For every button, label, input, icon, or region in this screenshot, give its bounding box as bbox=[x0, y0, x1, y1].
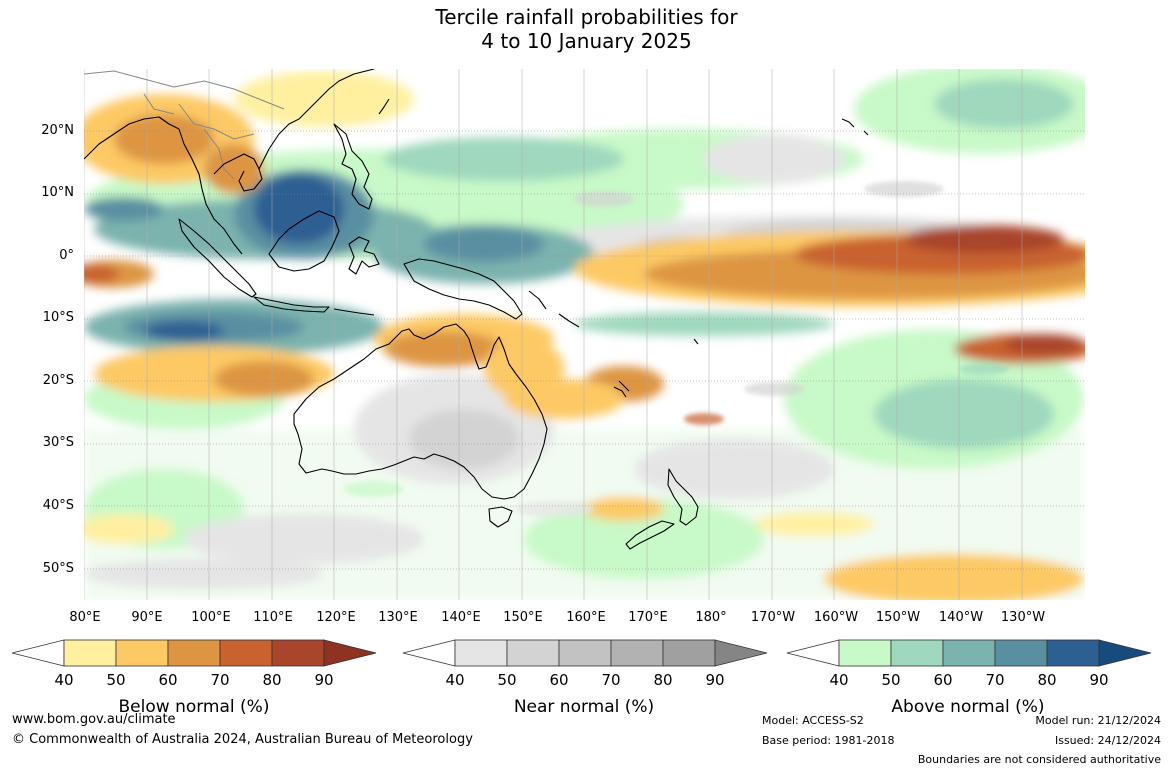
above-tick-60: 60 bbox=[933, 671, 953, 689]
lon-label-170w: 170°W bbox=[750, 610, 796, 625]
graticule bbox=[84, 130, 1085, 570]
lon-label-160e: 160°E bbox=[566, 610, 606, 625]
colorbar-below-normal bbox=[11, 639, 377, 667]
lon-label-130e: 130°E bbox=[378, 610, 418, 625]
lat-label-20n: 20°N bbox=[41, 123, 74, 138]
lon-label-170e: 170°E bbox=[628, 610, 668, 625]
above-tick-50: 50 bbox=[881, 671, 901, 689]
above-tick-80: 80 bbox=[1037, 671, 1057, 689]
lat-label-equator: 0° bbox=[59, 248, 74, 263]
probability-speckle bbox=[344, 181, 1009, 517]
near-tick-40: 40 bbox=[445, 671, 465, 689]
below-tick-70: 70 bbox=[210, 671, 230, 689]
above-tick-40: 40 bbox=[829, 671, 849, 689]
issued-date: Issued: 24/12/2024 bbox=[1054, 734, 1161, 747]
website-link[interactable]: www.bom.gov.au/climate bbox=[12, 712, 176, 727]
lon-label-90e: 90°E bbox=[131, 610, 163, 625]
below-tick-90: 90 bbox=[314, 671, 334, 689]
model-run-date: Model run: 21/12/2024 bbox=[1035, 714, 1161, 727]
legend-title-near-normal: Near normal (%) bbox=[513, 697, 655, 717]
legend-title-above-normal: Above normal (%) bbox=[891, 697, 1045, 717]
lon-label-150e: 150°E bbox=[503, 610, 543, 625]
near-tick-60: 60 bbox=[549, 671, 569, 689]
probability-shading bbox=[84, 69, 1085, 600]
below-tick-50: 50 bbox=[106, 671, 126, 689]
near-tick-80: 80 bbox=[653, 671, 673, 689]
below-tick-80: 80 bbox=[262, 671, 282, 689]
country-boundaries bbox=[84, 70, 285, 180]
lon-label-80e: 80°E bbox=[69, 610, 101, 625]
lat-label-40s: 40°S bbox=[42, 498, 74, 513]
lat-label-20s: 20°S bbox=[42, 373, 74, 388]
lat-label-10n: 10°N bbox=[41, 185, 74, 200]
lon-label-140e: 140°E bbox=[441, 610, 481, 625]
coastlines bbox=[84, 69, 869, 550]
above-tick-90: 90 bbox=[1089, 671, 1109, 689]
boundaries-disclaimer: Boundaries are not considered authoritat… bbox=[917, 753, 1161, 766]
colorbar-above-normal bbox=[786, 639, 1152, 667]
lon-label-140w: 140°W bbox=[938, 610, 984, 625]
legend-title-below-normal: Below normal (%) bbox=[118, 697, 270, 717]
near-tick-70: 70 bbox=[601, 671, 621, 689]
near-tick-90: 90 bbox=[705, 671, 725, 689]
near-tick-50: 50 bbox=[497, 671, 517, 689]
below-tick-60: 60 bbox=[158, 671, 178, 689]
lon-label-120e: 120°E bbox=[316, 610, 356, 625]
below-tick-40: 40 bbox=[54, 671, 74, 689]
map-title-line-2: 4 to 10 January 2025 bbox=[481, 29, 692, 53]
lon-label-160w: 160°W bbox=[813, 610, 859, 625]
meridians bbox=[84, 69, 1023, 600]
base-period: Base period: 1981-2018 bbox=[762, 734, 895, 747]
above-tick-70: 70 bbox=[985, 671, 1005, 689]
copyright-notice: © Commonwealth of Australia 2024, Austra… bbox=[12, 732, 473, 747]
lat-label-50s: 50°S bbox=[42, 561, 74, 576]
map-title-line-1: Tercile rainfall probabilities for bbox=[435, 5, 738, 29]
lon-label-150w: 150°W bbox=[875, 610, 921, 625]
colorbar-near-normal bbox=[402, 639, 768, 667]
rainfall-probability-map bbox=[84, 69, 1085, 600]
lon-label-130w: 130°W bbox=[1000, 610, 1046, 625]
lat-label-10s: 10°S bbox=[42, 310, 74, 325]
lon-label-180: 180° bbox=[695, 610, 727, 625]
model-name: Model: ACCESS-S2 bbox=[762, 714, 864, 727]
lat-label-30s: 30°S bbox=[42, 435, 74, 450]
lon-label-110e: 110°E bbox=[253, 610, 293, 625]
lon-label-100e: 100°E bbox=[191, 610, 231, 625]
